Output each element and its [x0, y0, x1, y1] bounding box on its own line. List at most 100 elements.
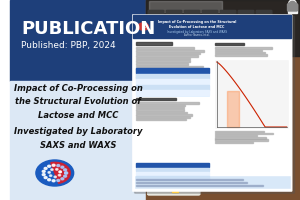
Text: Investigated by Laboratory SAXS and WAXS: Investigated by Laboratory SAXS and WAXS	[167, 30, 227, 34]
FancyBboxPatch shape	[166, 10, 182, 20]
FancyBboxPatch shape	[148, 43, 164, 53]
Text: R: R	[141, 24, 145, 29]
Bar	[136, 55, 198, 57]
FancyBboxPatch shape	[220, 21, 236, 31]
FancyBboxPatch shape	[256, 32, 272, 42]
Bar	[288, 4, 297, 13]
Circle shape	[44, 167, 47, 169]
FancyBboxPatch shape	[184, 21, 200, 31]
Bar	[136, 53, 200, 54]
Bar	[136, 66, 203, 67]
Circle shape	[48, 165, 51, 167]
Circle shape	[64, 169, 67, 171]
Bar	[136, 105, 184, 106]
Circle shape	[51, 169, 53, 170]
Circle shape	[64, 172, 68, 174]
Bar	[215, 131, 264, 132]
FancyBboxPatch shape	[148, 10, 164, 20]
Circle shape	[54, 176, 56, 178]
Bar	[149, 1, 222, 12]
FancyBboxPatch shape	[238, 32, 254, 42]
Bar	[136, 112, 187, 113]
Text: Investigated by Laboratory: Investigated by Laboratory	[14, 128, 142, 136]
Circle shape	[289, 0, 296, 5]
Bar	[136, 163, 209, 167]
Bar	[215, 43, 244, 45]
Circle shape	[52, 164, 55, 166]
Bar	[136, 117, 190, 118]
Text: Impact of Co-Processing on the Structural: Impact of Co-Processing on the Structura…	[158, 20, 236, 24]
Circle shape	[42, 170, 45, 172]
Bar	[172, 186, 178, 192]
FancyBboxPatch shape	[132, 14, 292, 192]
FancyBboxPatch shape	[148, 32, 164, 42]
FancyBboxPatch shape	[166, 43, 182, 53]
Bar	[136, 163, 209, 181]
Bar	[136, 109, 184, 111]
FancyBboxPatch shape	[166, 32, 182, 42]
Bar	[10, 0, 146, 81]
Bar	[215, 52, 266, 53]
Text: Lactose and MCC: Lactose and MCC	[38, 110, 118, 119]
Bar	[136, 179, 243, 180]
Bar	[136, 172, 209, 176]
Bar	[136, 114, 192, 116]
Circle shape	[61, 178, 64, 180]
Bar	[136, 74, 209, 79]
Text: Published: PBP, 2024: Published: PBP, 2024	[21, 41, 116, 50]
Bar	[215, 50, 262, 51]
Bar	[136, 73, 187, 75]
Bar	[136, 60, 190, 62]
Bar	[146, 0, 300, 200]
Circle shape	[56, 169, 58, 170]
Bar	[136, 185, 263, 186]
Circle shape	[138, 23, 148, 30]
Bar	[136, 42, 172, 45]
Bar	[172, 116, 178, 192]
FancyBboxPatch shape	[148, 21, 164, 31]
Text: PUBLICATION: PUBLICATION	[21, 20, 156, 38]
FancyBboxPatch shape	[238, 43, 254, 53]
Bar	[136, 68, 198, 70]
FancyBboxPatch shape	[220, 10, 236, 20]
Bar	[136, 119, 187, 120]
Bar	[136, 58, 190, 59]
Circle shape	[42, 174, 45, 176]
Bar	[215, 142, 253, 143]
Wedge shape	[51, 162, 70, 183]
FancyBboxPatch shape	[238, 21, 254, 31]
Bar	[136, 68, 209, 73]
FancyBboxPatch shape	[184, 43, 200, 53]
Text: SAXS and WAXS: SAXS and WAXS	[40, 140, 116, 149]
Circle shape	[58, 174, 61, 176]
Circle shape	[64, 172, 68, 174]
Bar	[227, 91, 238, 127]
Bar	[136, 71, 200, 72]
FancyBboxPatch shape	[220, 32, 236, 42]
Bar	[215, 54, 267, 56]
FancyBboxPatch shape	[202, 32, 218, 42]
Text: Evolution of Lactose and MCC: Evolution of Lactose and MCC	[169, 25, 225, 29]
FancyBboxPatch shape	[256, 10, 272, 20]
Text: Impact of Co-Processing on: Impact of Co-Processing on	[14, 84, 142, 93]
Circle shape	[57, 165, 60, 167]
Bar	[136, 90, 209, 95]
FancyBboxPatch shape	[220, 43, 236, 53]
FancyBboxPatch shape	[238, 10, 254, 20]
FancyBboxPatch shape	[256, 21, 272, 31]
Bar	[136, 63, 188, 65]
FancyBboxPatch shape	[148, 109, 200, 195]
Circle shape	[52, 180, 55, 182]
Bar	[136, 168, 209, 171]
FancyBboxPatch shape	[202, 10, 218, 20]
Text: the Structural Evolution of: the Structural Evolution of	[15, 98, 141, 106]
Bar	[136, 176, 209, 180]
FancyBboxPatch shape	[184, 10, 200, 20]
Circle shape	[48, 172, 50, 173]
Circle shape	[61, 166, 64, 168]
FancyBboxPatch shape	[287, 4, 297, 11]
Bar	[135, 176, 290, 188]
Circle shape	[50, 175, 52, 176]
Bar	[136, 50, 204, 52]
FancyBboxPatch shape	[256, 43, 272, 53]
